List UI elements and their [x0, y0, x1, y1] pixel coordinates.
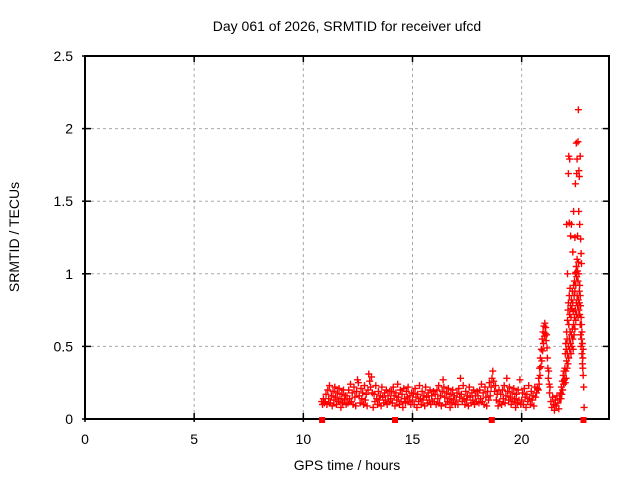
x-tick-label: 15: [405, 431, 421, 447]
x-axis-label: GPS time / hours: [293, 457, 401, 473]
x-tick-label: 0: [81, 431, 89, 447]
data-points-plus: [318, 106, 588, 414]
x-tick-label: 20: [514, 431, 530, 447]
data-point-square: [392, 417, 399, 423]
y-tick-label: 2: [65, 121, 73, 137]
plot-border: [84, 55, 610, 420]
chart-title: Day 061 of 2026, SRMTID for receiver ufc…: [212, 18, 482, 34]
data-point-square: [488, 417, 495, 423]
y-tick-label: 2.5: [54, 48, 74, 64]
data-point-square: [580, 417, 587, 423]
y-tick-label: 1.5: [54, 193, 74, 209]
x-tick-label: 5: [190, 431, 198, 447]
data-point-square: [319, 417, 326, 423]
y-tick-label: 1: [65, 266, 73, 282]
y-tick-label: 0: [65, 411, 73, 427]
y-tick-label: 0.5: [54, 338, 74, 354]
x-tick-label: 10: [296, 431, 312, 447]
